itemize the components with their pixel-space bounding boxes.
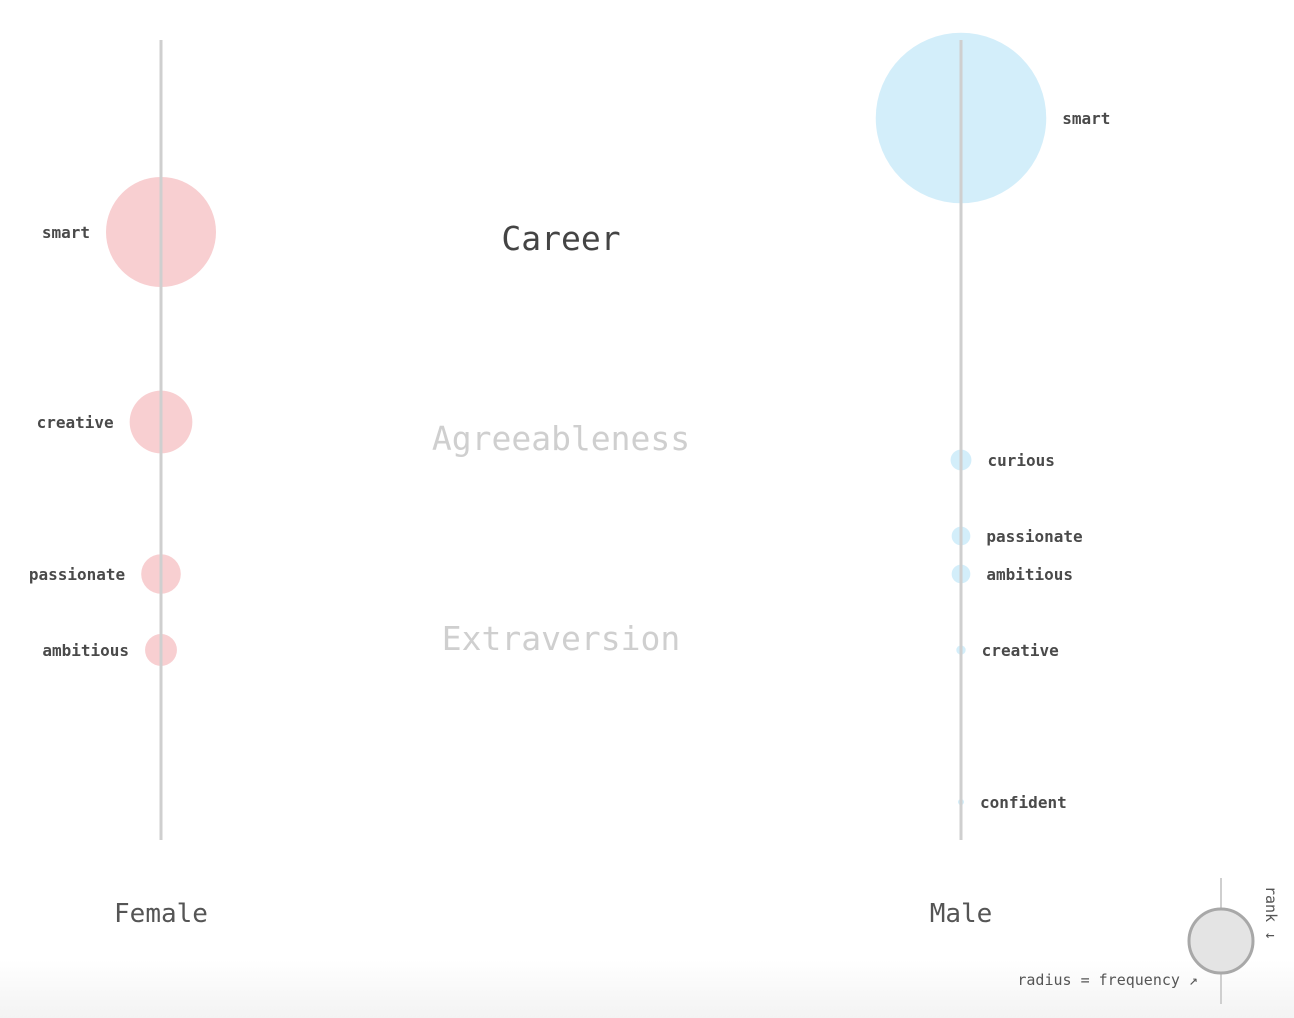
- series-female: smart creative passionate ambitious: [29, 40, 216, 840]
- bubble-label-male-creative: creative: [982, 641, 1059, 660]
- legend: radius = frequency ↗ rank ↓: [1017, 878, 1280, 1004]
- series-male: smart curious passionate ambitious creative c…: [875, 32, 1110, 840]
- category-career[interactable]: Career: [501, 219, 620, 258]
- bubble-label-female-ambitious: ambitious: [42, 641, 129, 660]
- bubble-label-female-smart: smart: [42, 223, 90, 242]
- category-agreeableness[interactable]: Agreeableness: [432, 419, 690, 458]
- category-extraversion[interactable]: Extraversion: [442, 619, 680, 658]
- bubble-label-male-confident: confident: [980, 793, 1067, 812]
- bubble-label-male-passionate: passionate: [986, 527, 1082, 546]
- bubble-label-male-curious: curious: [987, 451, 1054, 470]
- legend-rank-label: rank ↓: [1262, 886, 1280, 940]
- legend-size-circle: [1187, 907, 1255, 975]
- bubble-label-female-passionate: passionate: [29, 565, 125, 584]
- legend-size-label: radius = frequency ↗: [1017, 971, 1198, 989]
- series-label-female: Female: [114, 899, 208, 929]
- bubble-label-female-creative: creative: [37, 413, 114, 432]
- series-label-male: Male: [930, 899, 993, 929]
- bubble-label-male-ambitious: ambitious: [986, 565, 1073, 584]
- bubble-label-male-smart: smart: [1062, 109, 1110, 128]
